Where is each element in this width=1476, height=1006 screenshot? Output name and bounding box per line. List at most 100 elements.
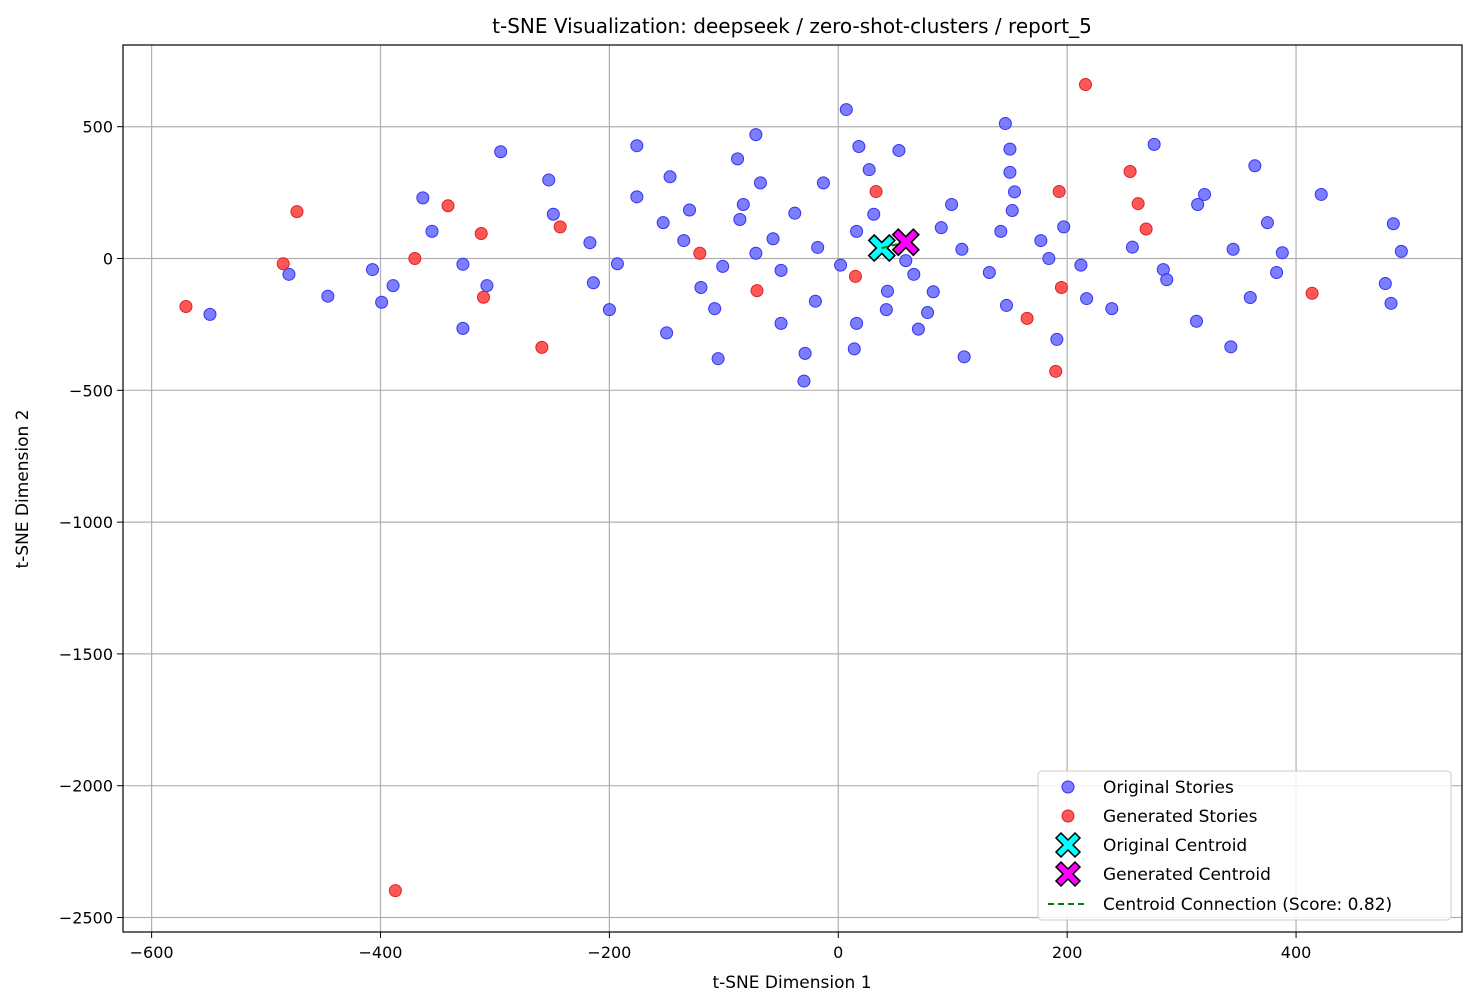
generated-story-point [290,205,304,219]
original-story-point [957,350,971,364]
original-story-point [708,302,722,316]
original-story-point [811,240,825,254]
original-story-point [945,197,959,211]
x-tick-label: 400 [1281,943,1312,962]
generated-story-point [441,199,455,213]
original-story-point [716,259,730,273]
original-story-point [1147,137,1161,151]
original-story-point [766,232,780,246]
legend-label: Generated Stories [1103,807,1258,827]
original-story-point [630,139,644,153]
original-story-point [630,190,644,204]
original-story-point [847,342,861,356]
original-story-point [656,216,670,230]
original-story-point [425,224,439,238]
original-story-point [1003,165,1017,179]
legend-label: Original Stories [1103,778,1234,798]
original-story-point [879,303,893,317]
original-story-point [982,265,996,279]
original-story-point [583,236,597,250]
x-tick-label: 200 [1052,943,1083,962]
x-tick-label: −200 [587,943,631,962]
generated-story-point [1131,197,1145,211]
legend-label: Original Centroid [1103,836,1247,856]
original-story-point [862,163,876,177]
original-story-point [733,213,747,227]
original-story-point [456,257,470,271]
original-story-point [677,234,691,248]
generated-story-point [750,284,764,298]
original-story-point [602,303,616,317]
original-story-point [852,139,866,153]
original-story-point [839,103,853,117]
original-story-point [850,316,864,330]
original-story-point [365,263,379,277]
original-story-point [1260,216,1274,230]
generated-story-point [848,269,862,283]
original-story-point [834,258,848,272]
original-story-point [683,203,696,217]
chart-title: t-SNE Visualization: deepseek / zero-sho… [492,14,1092,38]
original-story-point [797,374,811,388]
original-story-point [375,295,389,309]
original-story-point [892,143,906,157]
generated-centroid-marker [891,228,920,257]
legend-swatch-original_centroid [1054,831,1082,859]
legend-label: Centroid Connection (Score: 0.82) [1103,895,1392,915]
original-story-point [867,207,881,221]
original-story-point [586,276,600,290]
generated-story-point [1049,364,1063,378]
x-tick-label: −600 [130,943,174,962]
original-story-point [542,173,556,187]
original-story-point [1386,217,1400,231]
original-story-point [1394,244,1408,258]
y-axis-label: t-SNE Dimension 2 [13,409,33,568]
y-tick-label: −1500 [59,645,113,664]
legend-swatch-generated_centroid [1054,860,1082,888]
original-story-point [753,176,767,190]
original-story-point [774,316,788,330]
original-story-point [798,346,812,360]
generated-story-point [1078,78,1092,92]
generated-story-point [553,220,567,234]
generated-story-point [474,226,488,240]
original-story-point [1226,242,1240,256]
original-story-point [1057,220,1071,234]
original-story-point [660,326,674,340]
y-tick-label: −2500 [59,909,113,928]
original-story-point [816,176,830,190]
original-story-point [921,306,935,320]
y-tick-label: −500 [69,381,113,400]
original-story-point [998,117,1012,131]
original-story-point [1034,234,1048,248]
original-story-point [774,263,788,277]
original-story-point [386,279,400,293]
original-story-point [1189,314,1203,328]
original-story-point [994,224,1008,238]
original-story-point [456,321,470,335]
original-story-point [1080,292,1094,306]
x-tick-label: 0 [833,943,843,962]
original-story-point [1160,273,1174,287]
original-story-point [494,145,508,159]
original-story-point [610,257,624,271]
original-story-point [926,285,940,299]
data-points [179,78,1408,898]
original-story-point [788,206,802,220]
generated-story-point [276,257,290,271]
original-story-point [955,242,969,256]
generated-story-point [1305,286,1319,300]
original-story-point [749,128,763,142]
original-story-point [1384,296,1398,310]
original-story-point [1042,252,1056,266]
generated-story-point [693,246,707,260]
generated-story-point [1020,311,1034,325]
original-story-point [1248,159,1262,173]
x-tick-label: −400 [359,943,403,962]
y-tick-label: −2000 [59,777,113,796]
original-story-point [1125,240,1139,254]
x-axis-label: t-SNE Dimension 1 [712,973,871,993]
original-story-point [850,224,864,238]
original-story-point [1378,277,1392,291]
original-story-point [911,322,925,336]
